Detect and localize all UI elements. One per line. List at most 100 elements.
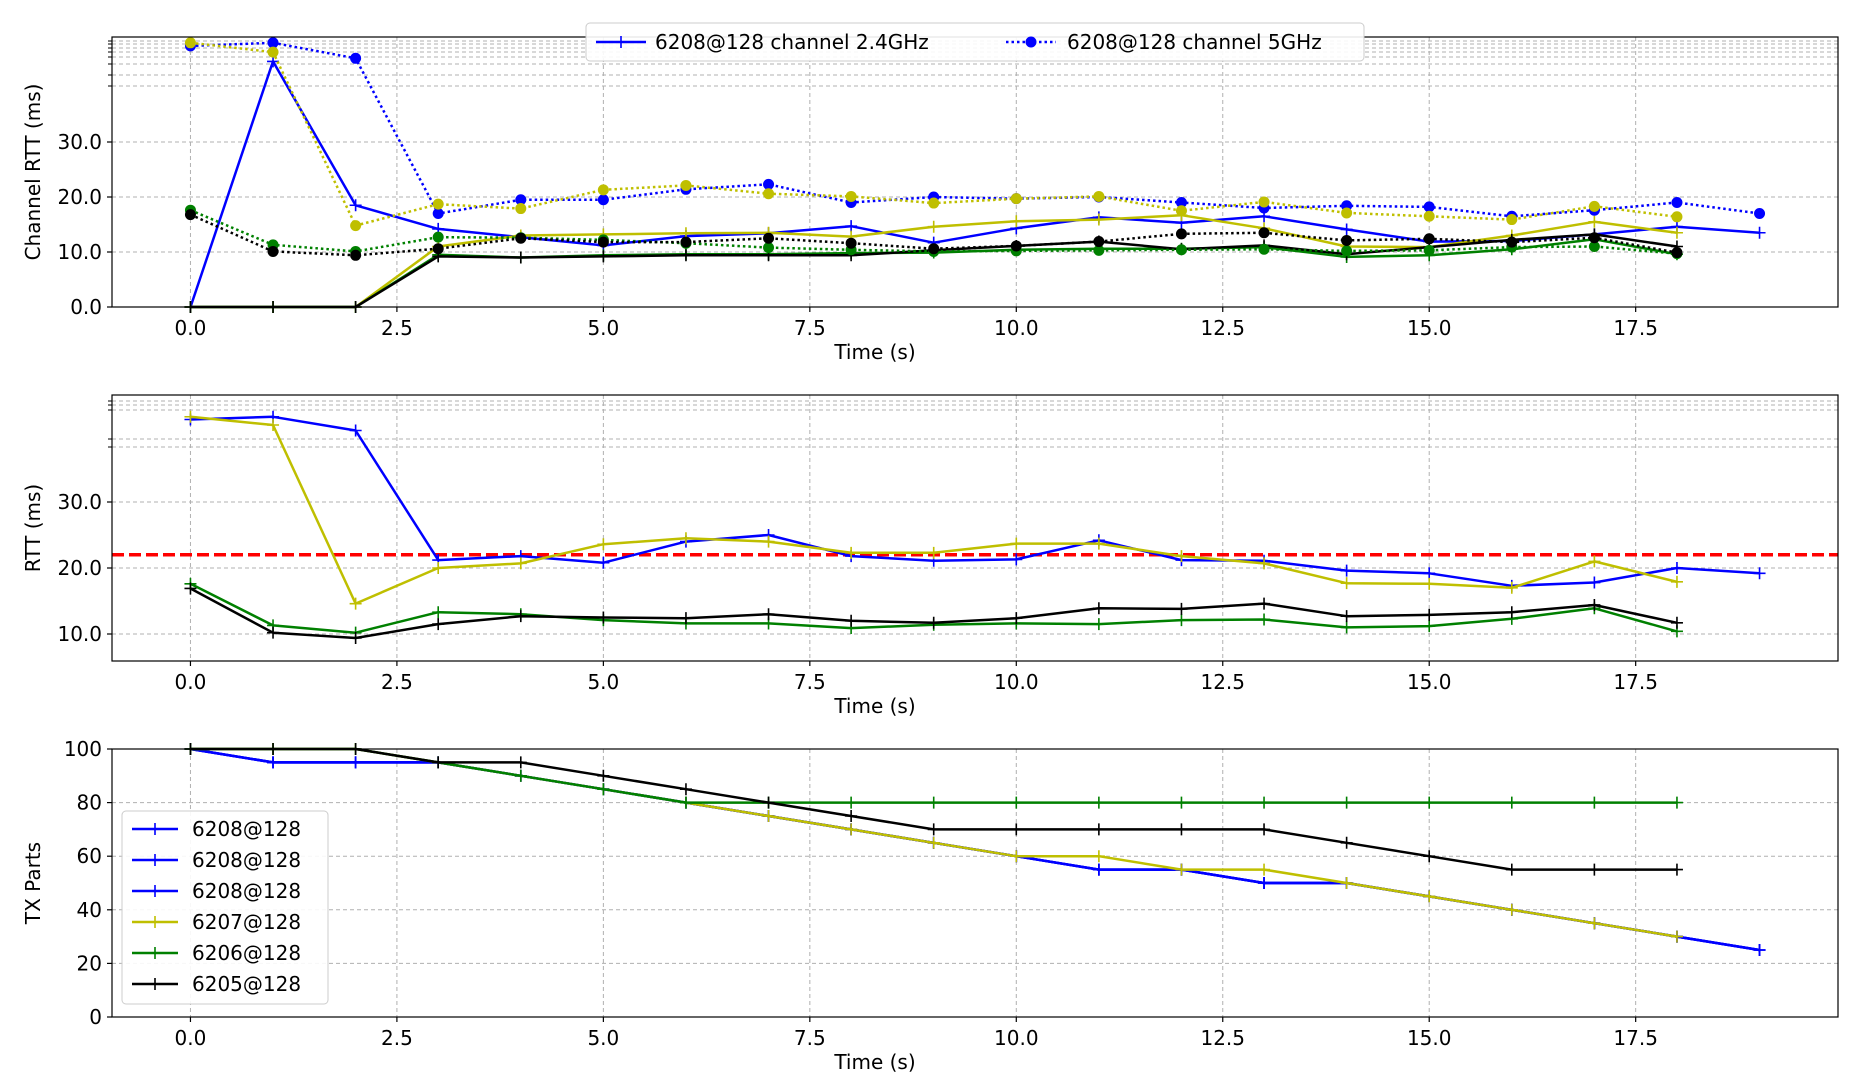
- y-tick-label: 10.0: [57, 622, 102, 646]
- x-tick-label: 10.0: [994, 316, 1039, 340]
- data-point: [1175, 796, 1188, 809]
- data-point: [1010, 193, 1022, 205]
- data-point: [1505, 581, 1518, 594]
- data-point: [1092, 618, 1105, 631]
- data-point: [349, 756, 362, 769]
- data-point: [762, 535, 775, 548]
- series-1: [184, 410, 1766, 592]
- data-point: [928, 243, 940, 255]
- data-point: [845, 220, 858, 233]
- data-point: [679, 249, 692, 262]
- legend-label: 6208@128 channel 2.4GHz: [655, 30, 929, 54]
- x-tick-label: 2.5: [381, 670, 413, 694]
- data-point: [597, 184, 609, 196]
- y-axis-label: TX Parts: [21, 842, 45, 925]
- data-point: [1340, 564, 1353, 577]
- x-tick-label: 2.5: [381, 316, 413, 340]
- data-point: [927, 616, 940, 629]
- data-point: [432, 618, 445, 631]
- legend-label: 6207@128: [192, 910, 301, 934]
- data-point: [1010, 537, 1023, 550]
- series-5: [184, 743, 1683, 809]
- data-point: [927, 836, 940, 849]
- data-point: [1670, 575, 1683, 588]
- data-point: [1258, 227, 1270, 239]
- data-point: [1340, 577, 1353, 590]
- x-tick-label: 10.0: [994, 670, 1039, 694]
- data-point: [597, 236, 609, 248]
- data-point: [1340, 836, 1353, 849]
- data-point: [1753, 944, 1766, 956]
- legend-top: 6208@128 channel 2.4GHz 6208@128 channel …: [585, 22, 1365, 62]
- data-point: [845, 546, 858, 559]
- data-point: [1671, 247, 1683, 259]
- data-point: [267, 626, 280, 639]
- data-point: [1175, 550, 1188, 563]
- data-point: [1423, 244, 1435, 256]
- data-point: [1670, 562, 1683, 574]
- data-point: [1588, 598, 1601, 611]
- x-tick-label: 0.0: [175, 670, 207, 694]
- x-axis-label: Time (s): [833, 694, 915, 718]
- data-point: [597, 194, 609, 206]
- data-point: [1423, 210, 1435, 222]
- y-tick-label: 100: [64, 737, 102, 761]
- data-point: [1092, 850, 1105, 863]
- data-point: [267, 46, 279, 58]
- data-point: [1092, 602, 1105, 615]
- data-point: [1423, 567, 1436, 580]
- legend-label: 6208@128: [192, 817, 301, 841]
- legend-label: 6208@128: [192, 848, 301, 872]
- data-point: [267, 245, 279, 257]
- data-point: [184, 582, 197, 595]
- data-point: [1340, 621, 1353, 634]
- data-point: [350, 52, 362, 64]
- data-point: [680, 236, 692, 248]
- data-point: [1092, 213, 1105, 226]
- data-point: [1341, 245, 1353, 257]
- data-point: [927, 220, 940, 233]
- data-point: [1506, 214, 1518, 226]
- data-point: [1258, 597, 1271, 610]
- data-point: [432, 562, 445, 574]
- x-tick-label: 12.5: [1200, 1026, 1245, 1050]
- data-point: [679, 796, 692, 809]
- series-2: [184, 209, 1683, 313]
- data-point: [597, 611, 610, 624]
- x-axis-label: Time (s): [833, 1050, 915, 1074]
- data-point: [1341, 234, 1353, 246]
- data-point: [597, 769, 610, 782]
- data-point: [267, 419, 280, 431]
- data-point: [1010, 823, 1023, 836]
- data-point: [1258, 557, 1271, 570]
- legend-label: 6205@128: [192, 972, 301, 996]
- data-point: [515, 203, 527, 215]
- x-tick-label: 10.0: [994, 1026, 1039, 1050]
- y-tick-label: 60: [77, 844, 102, 868]
- data-point: [762, 608, 775, 621]
- data-point: [927, 796, 940, 809]
- series-line: [190, 41, 1760, 218]
- y-tick-label: 30.0: [57, 130, 102, 154]
- legend-box: [585, 22, 1365, 62]
- x-tick-label: 0.0: [175, 316, 207, 340]
- data-point: [763, 232, 775, 244]
- data-point: [1340, 877, 1353, 889]
- data-point: [1258, 243, 1270, 255]
- data-point: [1423, 620, 1436, 633]
- legend-label: 6206@128: [192, 941, 301, 965]
- x-tick-label: 17.5: [1613, 670, 1658, 694]
- data-point: [1092, 823, 1105, 836]
- series-2: [184, 410, 1683, 610]
- chart-panel-3: 0.0 2.5 5.0 7.5 10.0 12.5 15.0 17.5 0 20 40 60 80 100…: [21, 737, 1839, 1074]
- data-point: [679, 612, 692, 625]
- data-point: [1588, 200, 1600, 212]
- x-tick-label: 0.0: [175, 1026, 207, 1050]
- data-point: [597, 250, 610, 263]
- data-point: [1258, 196, 1270, 208]
- x-tick-label: 7.5: [794, 1026, 826, 1050]
- data-point: [763, 188, 775, 200]
- axes-frame: [111, 748, 1839, 1018]
- x-tick-label: 5.0: [587, 670, 619, 694]
- data-point: [350, 249, 362, 261]
